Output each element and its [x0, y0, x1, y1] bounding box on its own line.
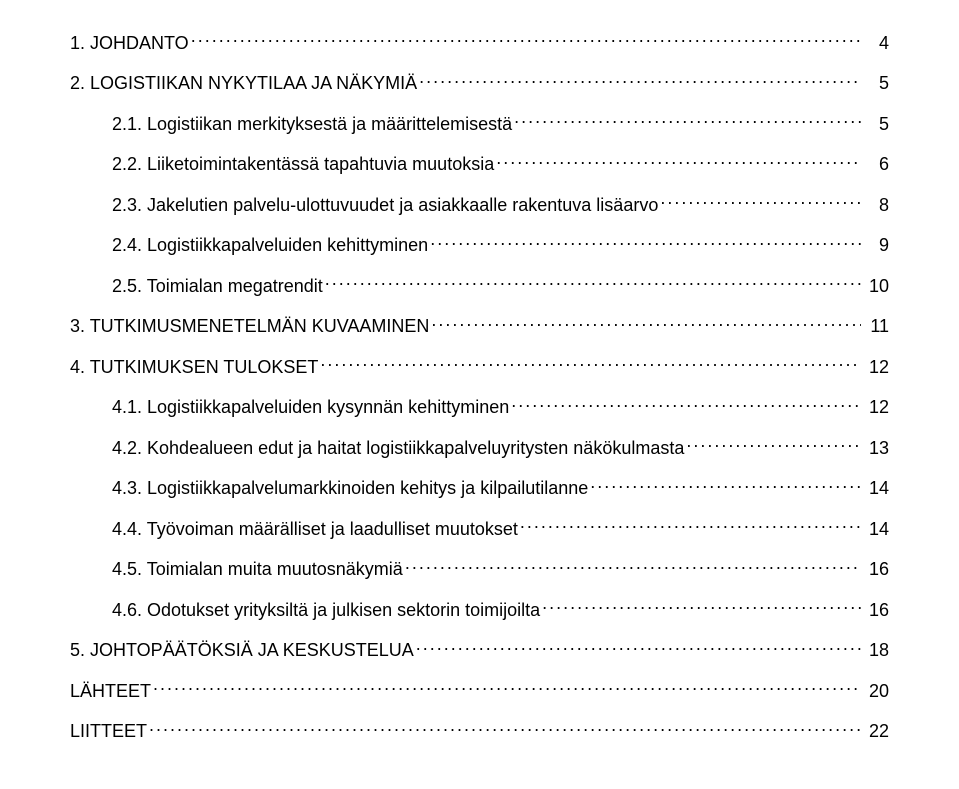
toc-leader-dots — [431, 313, 861, 332]
toc-entry-page: 18 — [863, 640, 889, 662]
toc-entry-label: 4.3. Logistiikkapalvelumarkkinoiden kehi… — [112, 478, 588, 500]
toc-entry: 2.1. Logistiikan merkityksestä ja määrit… — [112, 111, 889, 135]
toc-entry: 4.3. Logistiikkapalvelumarkkinoiden kehi… — [112, 475, 889, 499]
toc-entry-page: 20 — [863, 681, 889, 703]
toc-leader-dots — [520, 516, 861, 535]
toc-entry-label: LIITTEET — [70, 721, 147, 743]
toc-entry-page: 4 — [863, 33, 889, 55]
toc-entry: 4.5. Toimialan muita muutosnäkymiä 16 — [112, 556, 889, 580]
toc-entry-label: 4. TUTKIMUKSEN TULOKSET — [70, 357, 318, 379]
toc-entry: 3. TUTKIMUSMENETELMÄN KUVAAMINEN 11 — [70, 313, 889, 337]
toc-entry-page: 5 — [863, 73, 889, 95]
toc-entry: 2.2. Liiketoimintakentässä tapahtuvia mu… — [112, 151, 889, 175]
toc-entry: 2.3. Jakelutien palvelu-ulottuvuudet ja … — [112, 192, 889, 216]
toc-entry-label: 4.2. Kohdealueen edut ja haitat logistii… — [112, 438, 684, 460]
toc-leader-dots — [191, 30, 861, 49]
toc-entry-label: 4.1. Logistiikkapalveluiden kysynnän keh… — [112, 397, 509, 419]
toc-entry-label: 1. JOHDANTO — [70, 33, 189, 55]
toc-entry: 2.5. Toimialan megatrendit 10 — [112, 273, 889, 297]
toc-entry: 4.4. Työvoiman määrälliset ja laadullise… — [112, 516, 889, 540]
toc-entry: LÄHTEET 20 — [70, 678, 889, 702]
toc-leader-dots — [542, 597, 861, 616]
toc-entry-page: 16 — [863, 559, 889, 581]
toc-entry-label: 5. JOHTOPÄÄTÖKSIÄ JA KESKUSTELUA — [70, 640, 414, 662]
toc-entry-page: 10 — [863, 276, 889, 298]
toc-entry-page: 9 — [863, 235, 889, 257]
toc-entry: 4. TUTKIMUKSEN TULOKSET 12 — [70, 354, 889, 378]
toc-leader-dots — [153, 678, 861, 697]
toc-entry-page: 14 — [863, 519, 889, 541]
toc-leader-dots — [660, 192, 861, 211]
toc-entry-label: 2.5. Toimialan megatrendit — [112, 276, 323, 298]
toc-entry: 2. LOGISTIIKAN NYKYTILAA JA NÄKYMIÄ 5 — [70, 70, 889, 94]
toc-leader-dots — [430, 232, 861, 251]
toc-entry-label: 2.2. Liiketoimintakentässä tapahtuvia mu… — [112, 154, 494, 176]
toc-entry-page: 11 — [863, 316, 889, 338]
toc-entry-label: 4.5. Toimialan muita muutosnäkymiä — [112, 559, 403, 581]
toc-leader-dots — [514, 111, 861, 130]
toc-leader-dots — [149, 718, 861, 737]
toc-entry-page: 5 — [863, 114, 889, 136]
toc-leader-dots — [320, 354, 861, 373]
toc-list: 1. JOHDANTO 4 2. LOGISTIIKAN NYKYTILAA JA… — [70, 30, 889, 743]
toc-entry-page: 12 — [863, 357, 889, 379]
toc-entry: 1. JOHDANTO 4 — [70, 30, 889, 54]
toc-entry-page: 13 — [863, 438, 889, 460]
toc-entry: LIITTEET 22 — [70, 718, 889, 742]
toc-page: 1. JOHDANTO 4 2. LOGISTIIKAN NYKYTILAA JA… — [0, 0, 959, 789]
toc-entry-page: 8 — [863, 195, 889, 217]
toc-entry-label: 2.4. Logistiikkapalveluiden kehittyminen — [112, 235, 428, 257]
toc-leader-dots — [496, 151, 861, 170]
toc-entry: 4.6. Odotukset yrityksiltä ja julkisen s… — [112, 597, 889, 621]
toc-entry-label: 2. LOGISTIIKAN NYKYTILAA JA NÄKYMIÄ — [70, 73, 417, 95]
toc-entry-label: LÄHTEET — [70, 681, 151, 703]
toc-leader-dots — [325, 273, 861, 292]
toc-entry-page: 16 — [863, 600, 889, 622]
toc-entry-page: 6 — [863, 154, 889, 176]
toc-entry-label: 4.4. Työvoiman määrälliset ja laadullise… — [112, 519, 518, 541]
toc-entry: 5. JOHTOPÄÄTÖKSIÄ JA KESKUSTELUA 18 — [70, 637, 889, 661]
toc-entry: 2.4. Logistiikkapalveluiden kehittyminen… — [112, 232, 889, 256]
toc-leader-dots — [405, 556, 861, 575]
toc-entry-page: 14 — [863, 478, 889, 500]
toc-leader-dots — [511, 394, 861, 413]
toc-leader-dots — [416, 637, 861, 656]
toc-entry-label: 2.1. Logistiikan merkityksestä ja määrit… — [112, 114, 512, 136]
toc-entry: 4.1. Logistiikkapalveluiden kysynnän keh… — [112, 394, 889, 418]
toc-leader-dots — [686, 435, 861, 454]
toc-entry-label: 3. TUTKIMUSMENETELMÄN KUVAAMINEN — [70, 316, 429, 338]
toc-leader-dots — [590, 475, 861, 494]
toc-entry-label: 4.6. Odotukset yrityksiltä ja julkisen s… — [112, 600, 540, 622]
toc-entry-page: 22 — [863, 721, 889, 743]
toc-entry: 4.2. Kohdealueen edut ja haitat logistii… — [112, 435, 889, 459]
toc-entry-page: 12 — [863, 397, 889, 419]
toc-leader-dots — [419, 70, 861, 89]
toc-entry-label: 2.3. Jakelutien palvelu-ulottuvuudet ja … — [112, 195, 658, 217]
